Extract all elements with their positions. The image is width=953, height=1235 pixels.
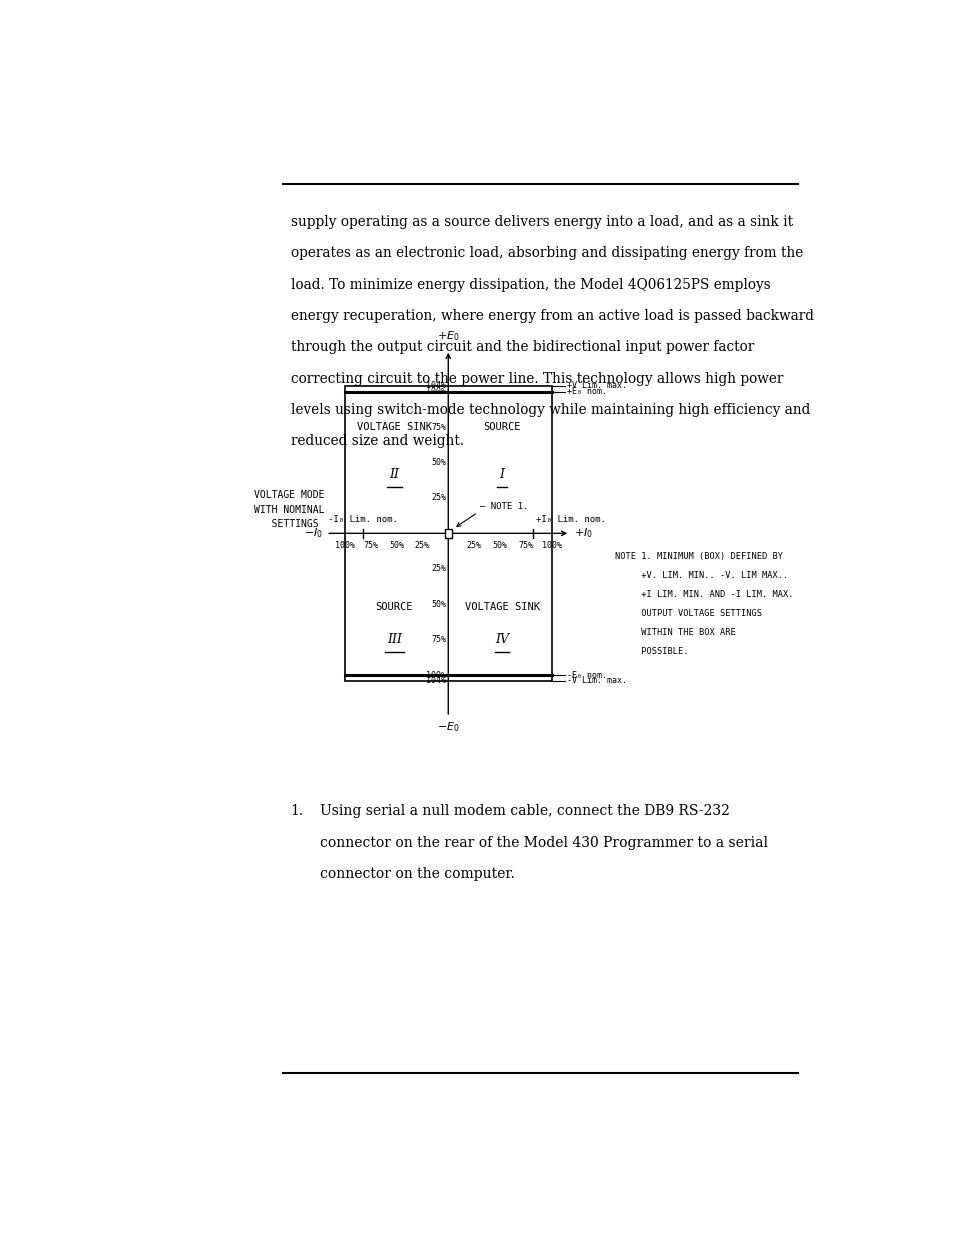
Text: -V Lim. max.: -V Lim. max. [566, 677, 626, 685]
Text: +E₀ nom.: +E₀ nom. [566, 387, 606, 396]
Text: 50%: 50% [431, 600, 446, 609]
Text: 25%: 25% [466, 541, 481, 550]
Text: SOURCE: SOURCE [375, 601, 413, 613]
Text: +I₀ Lim. nom.: +I₀ Lim. nom. [536, 515, 605, 524]
Text: III: III [387, 634, 401, 646]
Text: -E₀ nom.: -E₀ nom. [566, 671, 606, 679]
Text: 75%: 75% [431, 422, 446, 431]
Text: 25%: 25% [415, 541, 430, 550]
Text: 100%: 100% [426, 671, 446, 679]
Text: 75%: 75% [363, 541, 377, 550]
Text: OUTPUT VOLTAGE SETTINGS: OUTPUT VOLTAGE SETTINGS [614, 609, 760, 619]
Bar [444, 529, 452, 538]
Text: reduced size and weight.: reduced size and weight. [291, 435, 463, 448]
Text: SOURCE: SOURCE [483, 422, 520, 432]
Text: +V Lim. max.: +V Lim. max. [566, 382, 626, 390]
Text: connector on the rear of the Model 430 Programmer to a serial: connector on the rear of the Model 430 P… [320, 836, 767, 850]
Text: — NOTE 1.: — NOTE 1. [479, 503, 528, 511]
Text: +V. LIM. MIN.. -V. LIM MAX..: +V. LIM. MIN.. -V. LIM MAX.. [614, 572, 787, 580]
Text: Using serial a null modem cable, connect the DB9 RS-232: Using serial a null modem cable, connect… [320, 804, 729, 819]
Text: -I₀ Lim. nom.: -I₀ Lim. nom. [328, 515, 398, 524]
Text: POSSIBLE.: POSSIBLE. [614, 647, 687, 657]
Text: IV: IV [495, 634, 509, 646]
Text: 100%: 100% [426, 387, 446, 396]
Text: $+E_0$: $+E_0$ [436, 330, 459, 343]
Text: 104%: 104% [426, 677, 446, 685]
Text: VOLTAGE SINK: VOLTAGE SINK [464, 601, 539, 613]
Text: 100%: 100% [335, 541, 355, 550]
Text: VOLTAGE MODE
WITH NOMINAL
   SETTINGS: VOLTAGE MODE WITH NOMINAL SETTINGS [253, 490, 324, 530]
Text: load. To minimize energy dissipation, the Model 4Q06125PS employs: load. To minimize energy dissipation, th… [291, 278, 770, 291]
Text: 75%: 75% [431, 635, 446, 645]
Text: 50%: 50% [389, 541, 403, 550]
Text: 25%: 25% [431, 494, 446, 503]
Text: NOTE 1. MINIMUM (BOX) DEFINED BY: NOTE 1. MINIMUM (BOX) DEFINED BY [614, 552, 781, 562]
Text: operates as an electronic load, absorbing and dissipating energy from the: operates as an electronic load, absorbin… [291, 246, 802, 261]
Text: +I LIM. MIN. AND -I LIM. MAX.: +I LIM. MIN. AND -I LIM. MAX. [614, 590, 792, 599]
Text: energy recuperation, where energy from an active load is passed backward: energy recuperation, where energy from a… [291, 309, 813, 322]
Text: 104%: 104% [426, 382, 446, 390]
Text: 100%: 100% [541, 541, 561, 550]
Text: connector on the computer.: connector on the computer. [320, 867, 515, 881]
Text: $-I_0$: $-I_0$ [303, 526, 322, 540]
Text: I: I [499, 468, 504, 480]
Text: WITHIN THE BOX ARE: WITHIN THE BOX ARE [614, 629, 735, 637]
Text: 50%: 50% [431, 458, 446, 467]
Text: 1.: 1. [291, 804, 304, 819]
Text: VOLTAGE SINK: VOLTAGE SINK [356, 422, 432, 432]
Text: 50%: 50% [492, 541, 507, 550]
Text: through the output circuit and the bidirectional input power factor: through the output circuit and the bidir… [291, 341, 753, 354]
Text: 75%: 75% [517, 541, 533, 550]
Text: II: II [389, 468, 399, 480]
Bar [344, 385, 551, 680]
Text: $+I_0$: $+I_0$ [574, 526, 593, 540]
Text: $-E_0$: $-E_0$ [436, 721, 459, 735]
Text: supply operating as a source delivers energy into a load, and as a sink it: supply operating as a source delivers en… [291, 215, 792, 228]
Text: levels using switch-mode technology while maintaining high efficiency and: levels using switch-mode technology whil… [291, 403, 809, 417]
Text: 25%: 25% [431, 564, 446, 573]
Text: correcting circuit to the power line. This technology allows high power: correcting circuit to the power line. Th… [291, 372, 782, 385]
